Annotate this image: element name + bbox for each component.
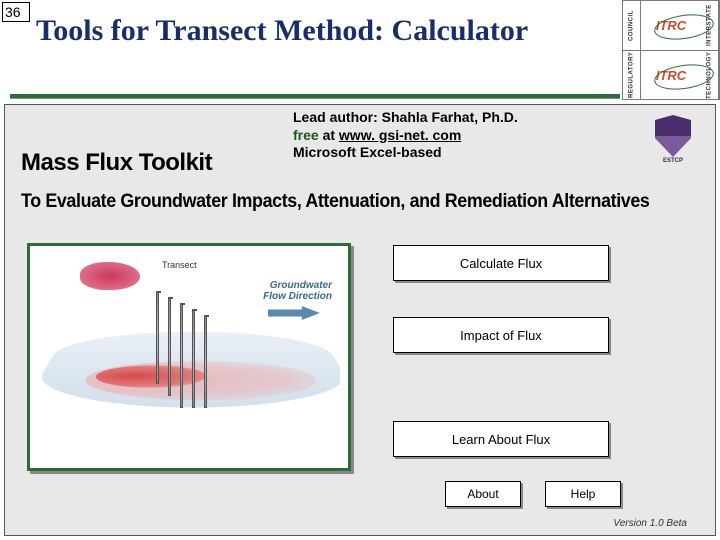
toolkit-title: Mass Flux Toolkit xyxy=(21,149,212,177)
transect-label: Transect xyxy=(162,260,197,270)
toolkit-subtitle: To Evaluate Groundwater Impacts, Attenua… xyxy=(21,191,649,213)
monitoring-well xyxy=(156,292,159,384)
author-url: www. gsi-net. com xyxy=(339,127,461,143)
estcp-text: ESTCP xyxy=(649,158,697,164)
diagram-frame: Transect Groundwater Flow Direction xyxy=(27,243,351,471)
estcp-shield-icon xyxy=(655,115,691,157)
small-button-row: About Help xyxy=(445,481,621,507)
author-line2: free at www. gsi-net. com xyxy=(293,127,518,145)
itrc-sidebar: COUNCIL ITRC INTERSTATE REGULATORY ITRC … xyxy=(622,0,720,100)
itrc-logo-cell-2: ITRC xyxy=(641,51,701,99)
learn-about-flux-button[interactable]: Learn About Flux xyxy=(393,421,609,457)
help-button[interactable]: Help xyxy=(545,481,621,507)
estcp-badge: ESTCP xyxy=(649,115,697,159)
at-word: at xyxy=(319,127,339,143)
monitoring-well xyxy=(168,298,171,396)
itrc-logo-2: ITRC xyxy=(656,68,686,83)
about-button[interactable]: About xyxy=(445,481,521,507)
itrc-logo: ITRC xyxy=(656,18,686,33)
page-number: 36 xyxy=(2,2,30,22)
title-divider xyxy=(10,94,620,98)
sidebar-left-bottom: REGULATORY xyxy=(623,51,641,99)
monitoring-well xyxy=(192,310,195,408)
free-word: free xyxy=(293,127,319,143)
flow-line1: Groundwater xyxy=(263,280,332,291)
diagram-inner: Transect Groundwater Flow Direction xyxy=(38,254,340,460)
sidebar-top-label: INTERSTATE xyxy=(701,1,719,50)
monitoring-well xyxy=(180,304,183,408)
monitoring-well xyxy=(204,316,207,408)
slide-title: Tools for Transect Method: Calculator xyxy=(36,14,528,48)
itrc-logo-cell: ITRC xyxy=(641,1,701,50)
sidebar-bottom-label: TECHNOLOGY xyxy=(701,51,719,99)
author-line3: Microsoft Excel-based xyxy=(293,144,518,162)
version-text: Version 1.0 Beta xyxy=(613,518,687,529)
impact-of-flux-button[interactable]: Impact of Flux xyxy=(393,317,609,353)
sidebar-left-top: COUNCIL xyxy=(623,1,641,50)
contaminant-source xyxy=(80,262,140,290)
author-line1: Lead author: Shahla Farhat, Ph.D. xyxy=(293,109,518,127)
author-block: Lead author: Shahla Farhat, Ph.D. free a… xyxy=(293,109,518,162)
toolkit-panel: Lead author: Shahla Farhat, Ph.D. free a… xyxy=(4,104,716,536)
calculate-flux-button[interactable]: Calculate Flux xyxy=(393,245,609,281)
